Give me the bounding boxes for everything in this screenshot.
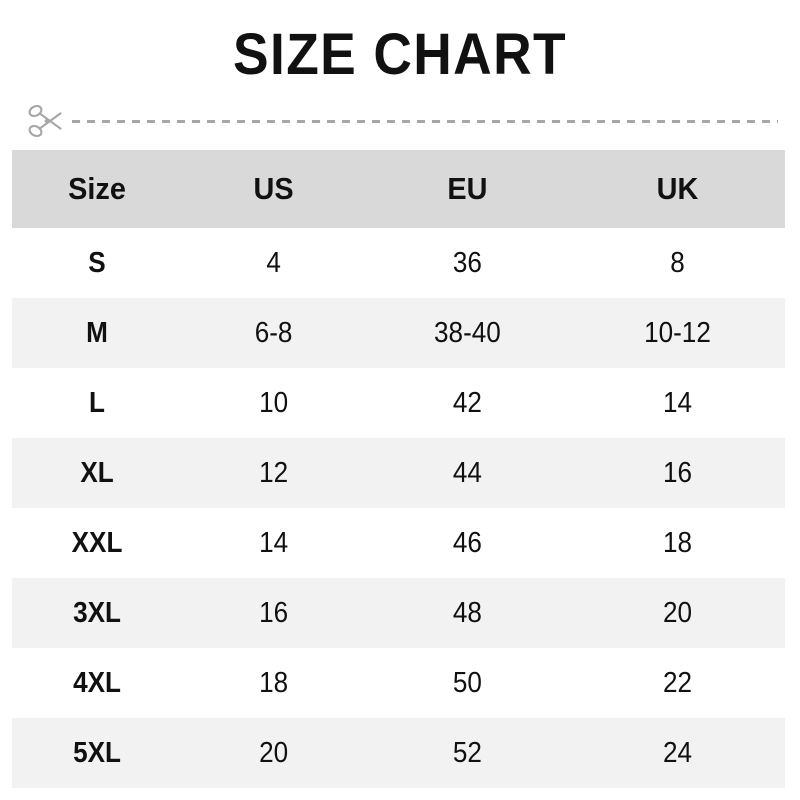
cell-uk: 20 [663, 596, 693, 629]
table-row: S 4 36 8 [12, 228, 785, 298]
cell-eu: 50 [453, 666, 483, 699]
table-row: XL 12 44 16 [12, 438, 785, 508]
column-header-eu: EU [447, 171, 488, 206]
table-body: S 4 36 8 M 6-8 38-40 10-12 L 10 42 14 XL… [12, 228, 785, 788]
cell-us: 4 [266, 246, 281, 279]
cell-us: 20 [259, 736, 289, 769]
column-header-size: Size [68, 171, 126, 206]
cell-us: 12 [259, 456, 289, 489]
cell-uk: 24 [663, 736, 693, 769]
cell-eu: 44 [453, 456, 483, 489]
cell-us: 18 [259, 666, 289, 699]
table-row: XXL 14 46 18 [12, 508, 785, 578]
cell-size: XXL [71, 526, 123, 559]
cell-size: M [86, 316, 108, 349]
cell-size: 4XL [73, 666, 121, 699]
table-row: 3XL 16 48 20 [12, 578, 785, 648]
cell-uk: 10-12 [644, 316, 711, 349]
dashed-cut-line [72, 120, 778, 123]
cell-eu: 48 [453, 596, 483, 629]
size-chart-table: Size US EU UK S 4 36 8 M 6-8 38-40 10-12… [12, 150, 785, 788]
table-row: L 10 42 14 [12, 368, 785, 438]
cell-us: 14 [259, 526, 289, 559]
cell-size: S [88, 246, 106, 279]
cell-eu: 46 [453, 526, 483, 559]
table-row: M 6-8 38-40 10-12 [12, 298, 785, 368]
cell-uk: 18 [663, 526, 693, 559]
page-title: SIZE CHART [233, 22, 567, 87]
scissors-icon [28, 104, 62, 138]
cell-size: 3XL [73, 596, 121, 629]
column-header-us: US [253, 171, 294, 206]
cell-us: 10 [259, 386, 289, 419]
column-header-uk: UK [656, 171, 699, 206]
cell-uk: 8 [670, 246, 685, 279]
cell-size: XL [80, 456, 114, 489]
table-row: 5XL 20 52 24 [12, 718, 785, 788]
cell-us: 16 [259, 596, 289, 629]
table-row: 4XL 18 50 22 [12, 648, 785, 718]
cut-line [22, 100, 778, 142]
cell-eu: 36 [453, 246, 483, 279]
table-header-row: Size US EU UK [12, 150, 785, 228]
cell-size: 5XL [73, 736, 121, 769]
cell-uk: 22 [663, 666, 693, 699]
cell-uk: 16 [663, 456, 693, 489]
cell-eu: 52 [453, 736, 483, 769]
cell-eu: 42 [453, 386, 483, 419]
cell-eu: 38-40 [434, 316, 502, 349]
cell-size: L [89, 386, 105, 419]
cell-uk: 14 [663, 386, 693, 419]
cell-us: 6-8 [254, 316, 293, 349]
